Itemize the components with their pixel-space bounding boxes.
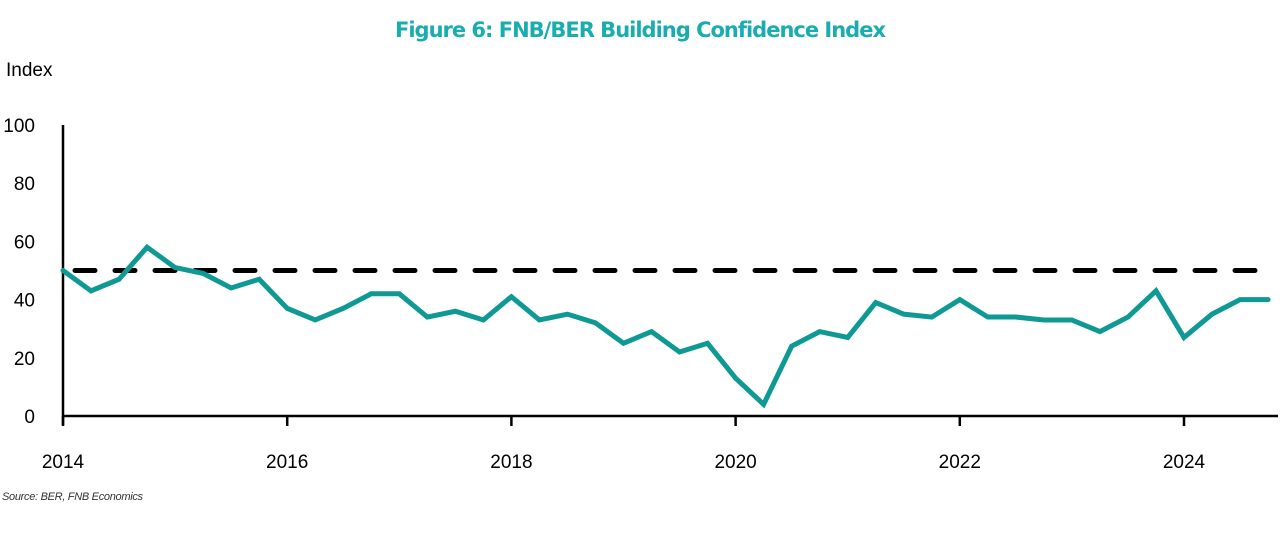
y-axis-label: Index — [6, 60, 53, 81]
x-tick-label: 2014 — [42, 452, 85, 473]
series-line-building-confidence — [60, 243, 1271, 409]
y-tick-label: 80 — [14, 174, 35, 195]
chart-title: Figure 6: FNB/BER Building Confidence In… — [395, 18, 886, 42]
y-tick-label: 0 — [24, 407, 35, 428]
x-tick-label: 2016 — [266, 452, 308, 473]
x-tick-label: 2022 — [939, 452, 981, 473]
y-tick-label: 100 — [3, 116, 35, 137]
x-tick-label: 2018 — [490, 452, 532, 473]
y-tick-label: 40 — [14, 291, 35, 312]
source-note: Source: BER, FNB Economics — [2, 491, 143, 503]
y-tick-label: 60 — [14, 232, 35, 253]
x-tick-label: 2020 — [714, 452, 756, 473]
y-tick-label: 20 — [14, 349, 35, 370]
x-tick-label: 2024 — [1163, 452, 1206, 473]
